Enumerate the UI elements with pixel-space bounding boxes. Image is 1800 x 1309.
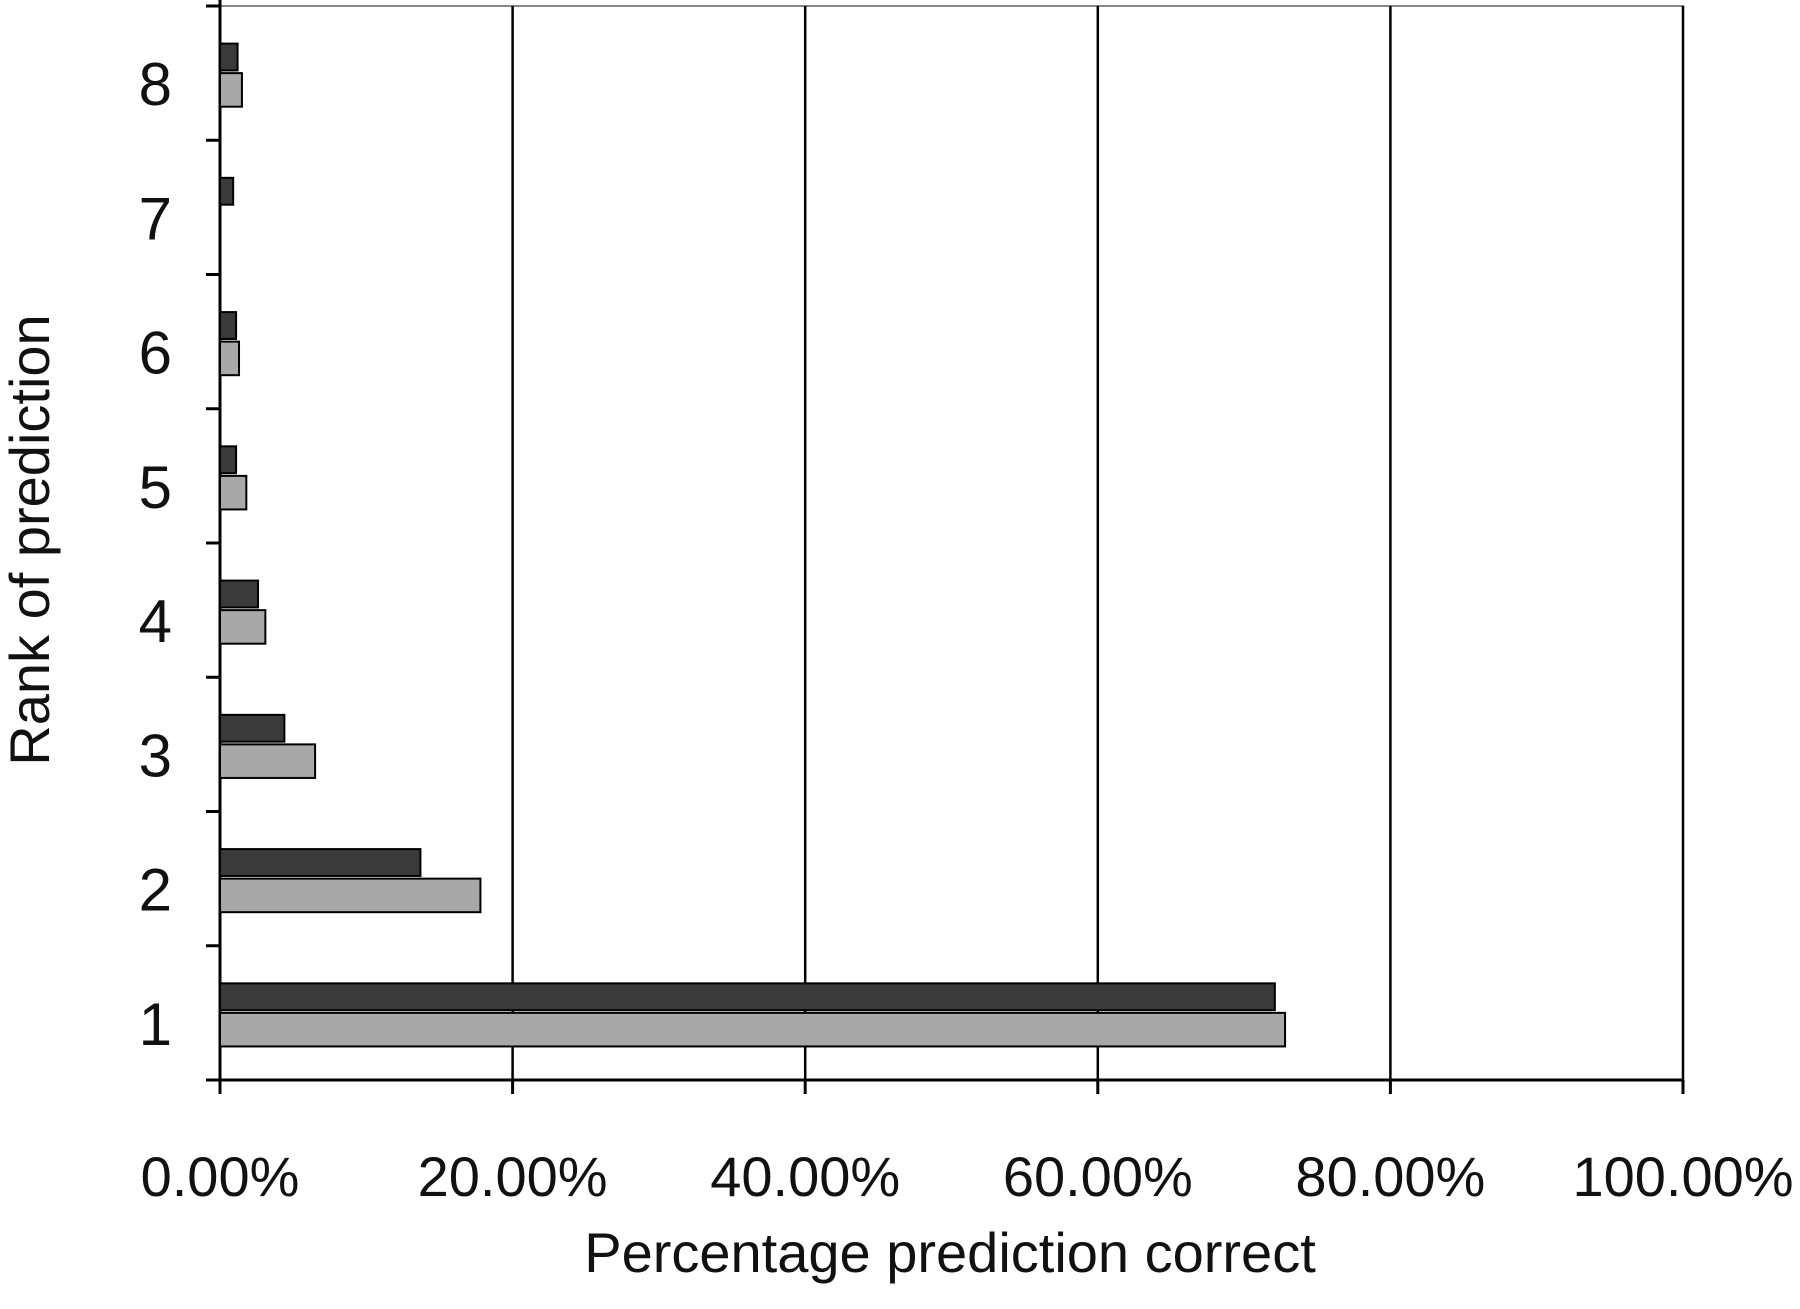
bar [219, 877, 482, 914]
bar [219, 474, 248, 511]
bar [219, 743, 317, 779]
x-tick-label: 80.00% [1295, 1145, 1485, 1208]
y-tick-label: 1 [139, 991, 172, 1058]
bar [219, 982, 1276, 1012]
plot-frame [219, 5, 1684, 1081]
x-tick-label: 20.00% [418, 1145, 608, 1208]
bar [219, 579, 260, 609]
y-tick-label: 3 [139, 722, 172, 789]
x-tick-label: 0.00% [141, 1145, 300, 1208]
y-tick-label: 5 [139, 454, 172, 521]
y-tick-label: 4 [139, 588, 172, 655]
bar [219, 1011, 1287, 1048]
bar [219, 72, 243, 108]
bar [219, 445, 238, 475]
bar [219, 609, 267, 645]
bar [219, 42, 239, 72]
y-tick-label: 2 [139, 857, 172, 924]
y-axis-title: Rank of prediction [0, 314, 61, 765]
bar [219, 713, 286, 743]
x-axis-title: Percentage prediction correct [584, 1221, 1316, 1284]
x-tick-label: 100.00% [1572, 1145, 1793, 1208]
bar [219, 848, 422, 877]
y-tick-label: 7 [139, 185, 172, 252]
x-tick-label: 60.00% [1003, 1145, 1193, 1208]
bar [219, 340, 241, 377]
y-tick-label: 6 [139, 320, 172, 387]
x-tick-label: 40.00% [710, 1145, 900, 1208]
y-tick-label: 8 [139, 51, 172, 118]
bar [219, 176, 235, 206]
bar [219, 311, 238, 340]
